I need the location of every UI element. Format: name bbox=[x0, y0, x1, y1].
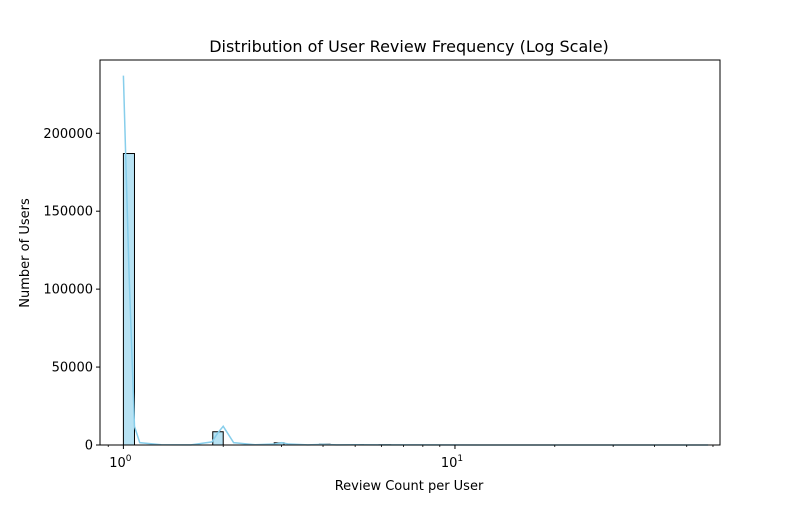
y-tick-label: 200000 bbox=[43, 127, 93, 142]
plot-area bbox=[123, 76, 708, 445]
y-tick-label: 0 bbox=[85, 439, 93, 454]
x-axis-label: Review Count per User bbox=[335, 479, 484, 494]
y-axis-label: Number of Users bbox=[18, 198, 33, 308]
y-tick-label: 50000 bbox=[52, 361, 93, 376]
y-tick-label: 150000 bbox=[43, 205, 93, 220]
y-axis: 0 50000 100000 150000 200000 bbox=[43, 127, 100, 454]
y-tick-label: 100000 bbox=[43, 283, 93, 298]
x-axis: 100 101 bbox=[108, 445, 713, 471]
kde-curve bbox=[123, 76, 708, 445]
histogram-bar-0 bbox=[123, 154, 134, 445]
plot-frame bbox=[100, 60, 720, 445]
x-tick-label: 100 bbox=[109, 454, 132, 471]
chart-title: Distribution of User Review Frequency (L… bbox=[209, 37, 609, 56]
x-tick-label: 101 bbox=[441, 454, 463, 471]
